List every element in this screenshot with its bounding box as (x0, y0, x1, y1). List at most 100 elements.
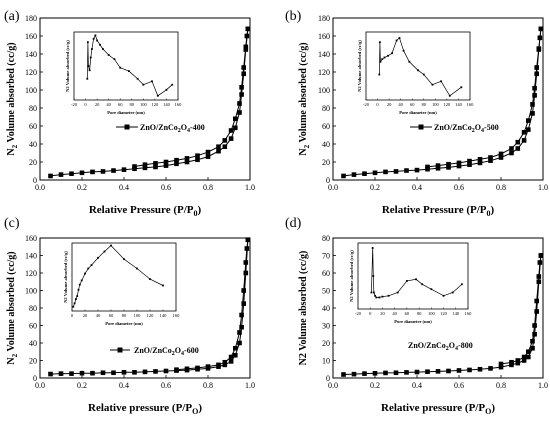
legend-text: ZnO/ZnCo2O4-500 (434, 123, 499, 134)
data-point (79, 370, 85, 376)
panel-a-legend: ZnO/ZnCo2O4-400 (116, 123, 205, 134)
data-point (515, 146, 521, 151)
y-tick-label: 80 (29, 104, 37, 113)
desorption-line (427, 28, 542, 168)
panel-d-series (341, 253, 544, 377)
y-tick-label: 0 (33, 374, 37, 383)
inset-x-tick-label: 100 (134, 313, 142, 318)
inset-point (408, 60, 411, 63)
inset-series (86, 34, 174, 97)
data-point (153, 164, 158, 170)
inset-x-tick-label: 120 (444, 102, 452, 107)
data-point (383, 169, 388, 175)
y-tick-label: 80 (29, 304, 37, 313)
y-tick-label: 140 (25, 50, 37, 59)
panel-c-inset: 0 20 40 60 80 100 120 140 160 Pore diameter (nm)… (63, 242, 180, 326)
inset-point (387, 294, 390, 297)
inset-x-tick-label: 40 (392, 311, 397, 316)
panel-b-ticks: 0.0 0.2 0.4 0.6 0.8 1.00204060801001201401601… (318, 14, 548, 192)
panel-b-ylabel: N2 Volume absorbed (cc/g) (298, 42, 311, 155)
inset-point (87, 267, 90, 270)
data-point (237, 340, 242, 346)
inset-series (370, 247, 463, 299)
inset-line (72, 245, 164, 307)
inset-series (72, 244, 164, 308)
data-point (239, 92, 244, 97)
data-point (153, 369, 158, 374)
panel-d-ylabel: N2 Volume absorbed (cc/g) (298, 251, 309, 366)
inset-point (371, 247, 374, 249)
inset-point (92, 37, 95, 40)
inset-point (89, 56, 92, 59)
data-point (58, 371, 64, 376)
inset-point (402, 49, 405, 52)
inset-x-tick-label: 120 (440, 311, 448, 316)
data-point (69, 371, 74, 376)
inset-point (136, 267, 138, 270)
data-point (498, 364, 504, 370)
data-point (244, 33, 250, 39)
data-point (435, 369, 441, 374)
inset-frame (73, 31, 179, 101)
inset-point (396, 291, 399, 294)
inset-x-tick-label: 120 (152, 102, 160, 107)
data-point (467, 367, 472, 373)
x-tick-label: 0.8 (496, 381, 506, 390)
data-point (521, 130, 527, 135)
data-point (90, 169, 95, 175)
x-tick-label: 0.6 (161, 381, 171, 390)
inset-point (372, 275, 375, 277)
inset-point (383, 56, 386, 59)
inset-x-tick-label: 160 (175, 102, 183, 107)
legend-marker (418, 124, 424, 130)
inset-x-tick-label: 20 (380, 311, 385, 316)
x-tick-label: 1.0 (538, 183, 548, 192)
data-point (216, 148, 221, 154)
data-point (383, 370, 388, 376)
data-point (195, 153, 200, 158)
panel-c-ylabel: N2 Volume absorbed (cc/g) (6, 251, 19, 364)
inset-point (127, 70, 130, 72)
panel-c-xlabel: Relative pressure (P/PO) (88, 402, 202, 416)
y-tick-label: 100 (25, 287, 37, 296)
inset-point (421, 283, 424, 286)
inset-x-tick-label: -20 (71, 102, 78, 107)
panel-a-frame (39, 17, 251, 181)
inset-x-tick-label: 100 (140, 102, 148, 107)
desorption-line (134, 28, 249, 167)
data-point (184, 366, 190, 372)
inset-point (171, 83, 174, 86)
panel-d-legend: ZnO/ZnCo2O4-800 (408, 341, 473, 352)
inset-ticks: -20 0 20 40 60 80 100 120 140 160 (71, 98, 183, 107)
data-point (142, 162, 148, 167)
data-point (233, 345, 238, 351)
data-point (536, 46, 542, 51)
data-point (393, 370, 399, 376)
inset-point (97, 256, 99, 259)
panel-b-frame (332, 17, 544, 181)
inset-x-tick-label: 80 (122, 313, 127, 318)
data-point (228, 359, 234, 364)
inset-point (119, 66, 122, 69)
data-point (509, 146, 514, 151)
inset-point (149, 278, 151, 281)
data-point (90, 370, 95, 376)
y-tick-label: 100 (318, 86, 330, 95)
data-point (435, 166, 441, 171)
data-point (241, 65, 246, 70)
inset-point (422, 73, 425, 76)
data-point (241, 288, 246, 293)
inset-point (103, 250, 106, 253)
data-point (132, 370, 137, 375)
inset-point (381, 58, 384, 61)
data-point (498, 151, 504, 157)
data-point (69, 171, 74, 176)
inset-point (451, 291, 454, 294)
data-point (351, 172, 357, 177)
data-point (521, 354, 527, 360)
data-point (222, 138, 228, 143)
data-point (521, 138, 527, 143)
inset-point (379, 60, 382, 63)
inset-point (440, 80, 443, 83)
